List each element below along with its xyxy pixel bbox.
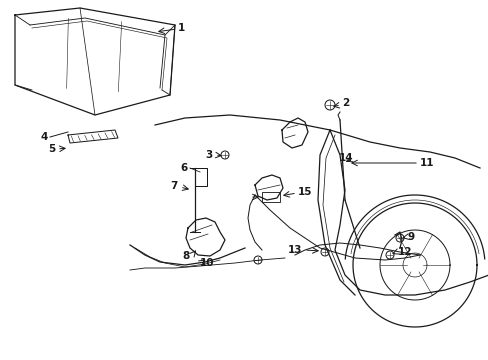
- Text: 8: 8: [183, 251, 190, 261]
- Text: 13: 13: [287, 245, 302, 255]
- Text: 2: 2: [341, 98, 348, 108]
- Text: 14: 14: [338, 153, 352, 163]
- Bar: [262, 192, 280, 202]
- Text: 11: 11: [419, 158, 434, 168]
- Polygon shape: [68, 130, 118, 143]
- Text: 7: 7: [170, 181, 178, 191]
- Text: 1: 1: [178, 23, 185, 33]
- Text: 6: 6: [181, 163, 187, 173]
- Text: 15: 15: [297, 187, 312, 197]
- Text: 5: 5: [48, 144, 55, 154]
- Text: 10: 10: [200, 258, 214, 268]
- Text: 3: 3: [205, 150, 213, 160]
- Text: 12: 12: [397, 247, 412, 257]
- Text: 4: 4: [41, 132, 48, 142]
- Text: 9: 9: [407, 232, 414, 242]
